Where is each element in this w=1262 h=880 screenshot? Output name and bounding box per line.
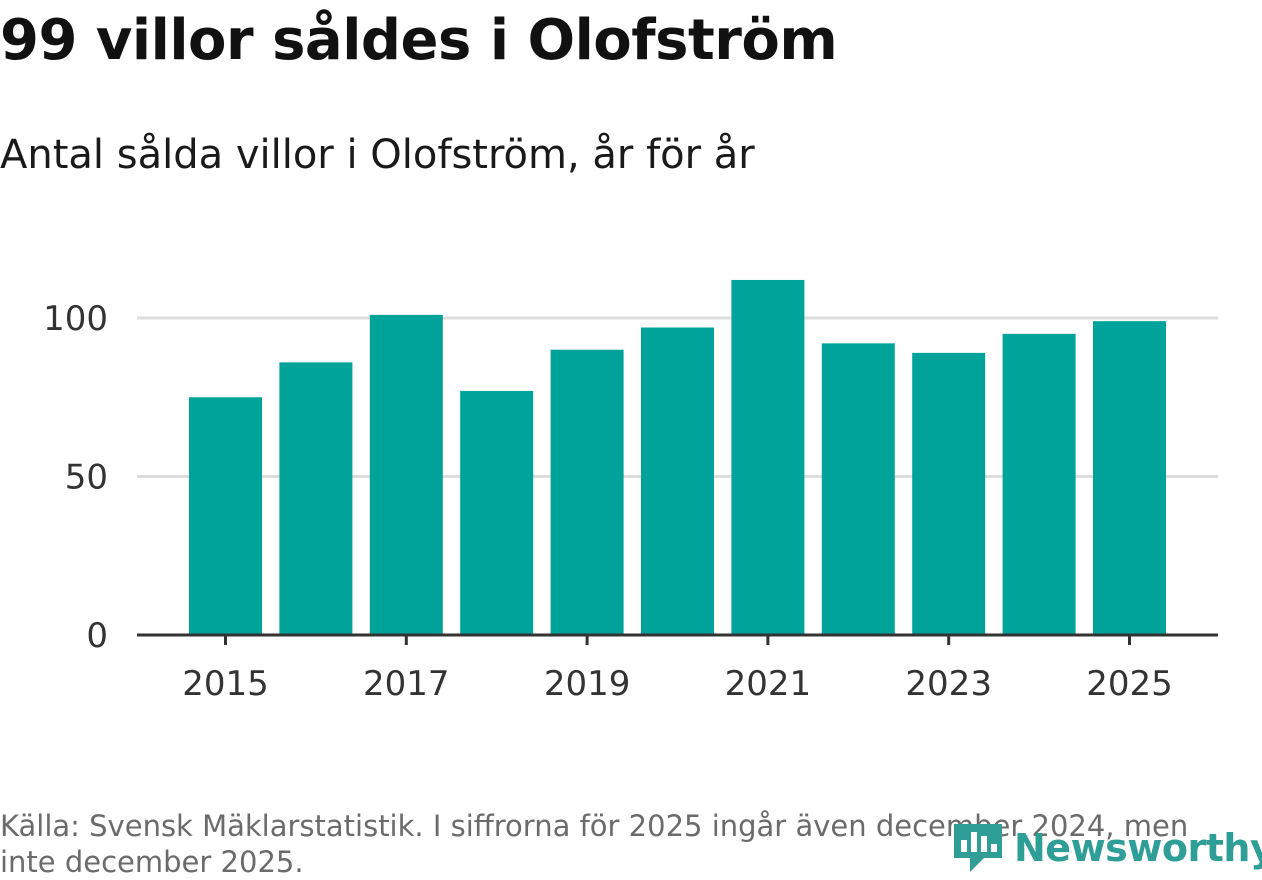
x-tick-label: 2019 bbox=[544, 664, 631, 704]
bar-2016 bbox=[279, 362, 353, 635]
x-tick-label: 2023 bbox=[905, 664, 992, 704]
x-tick-label: 2015 bbox=[182, 664, 269, 704]
bar-2020 bbox=[641, 327, 714, 635]
y-tick-label: 100 bbox=[43, 299, 108, 339]
bar-2015 bbox=[189, 397, 262, 635]
bar-2025 bbox=[1093, 321, 1166, 635]
axes: 0 50 100 2015 2017 2019 2021 2023 2025 bbox=[43, 299, 1218, 704]
y-tick-label: 50 bbox=[65, 458, 108, 498]
x-tick-label: 2021 bbox=[725, 664, 812, 704]
bar-2024 bbox=[1002, 333, 1076, 635]
chart-title: 99 villor såldes i Olofström bbox=[0, 8, 838, 73]
newsworthy-logo-icon bbox=[954, 824, 1002, 872]
bar-2023 bbox=[912, 352, 986, 635]
x-tick-label: 2025 bbox=[1086, 664, 1173, 704]
newsworthy-logo: Newsworthy bbox=[950, 818, 1262, 878]
bar-2021 bbox=[731, 279, 805, 635]
chart-subtitle: Antal sålda villor i Olofström, år för å… bbox=[0, 132, 755, 178]
bar-2022 bbox=[821, 343, 895, 635]
newsworthy-logo-text: Newsworthy bbox=[1014, 826, 1262, 870]
bar-2017 bbox=[369, 314, 443, 635]
bar-2019 bbox=[550, 349, 624, 635]
bars bbox=[189, 279, 1166, 635]
x-tick-label: 2017 bbox=[363, 664, 450, 704]
bar-2018 bbox=[460, 390, 534, 635]
y-tick-label: 0 bbox=[86, 616, 108, 656]
